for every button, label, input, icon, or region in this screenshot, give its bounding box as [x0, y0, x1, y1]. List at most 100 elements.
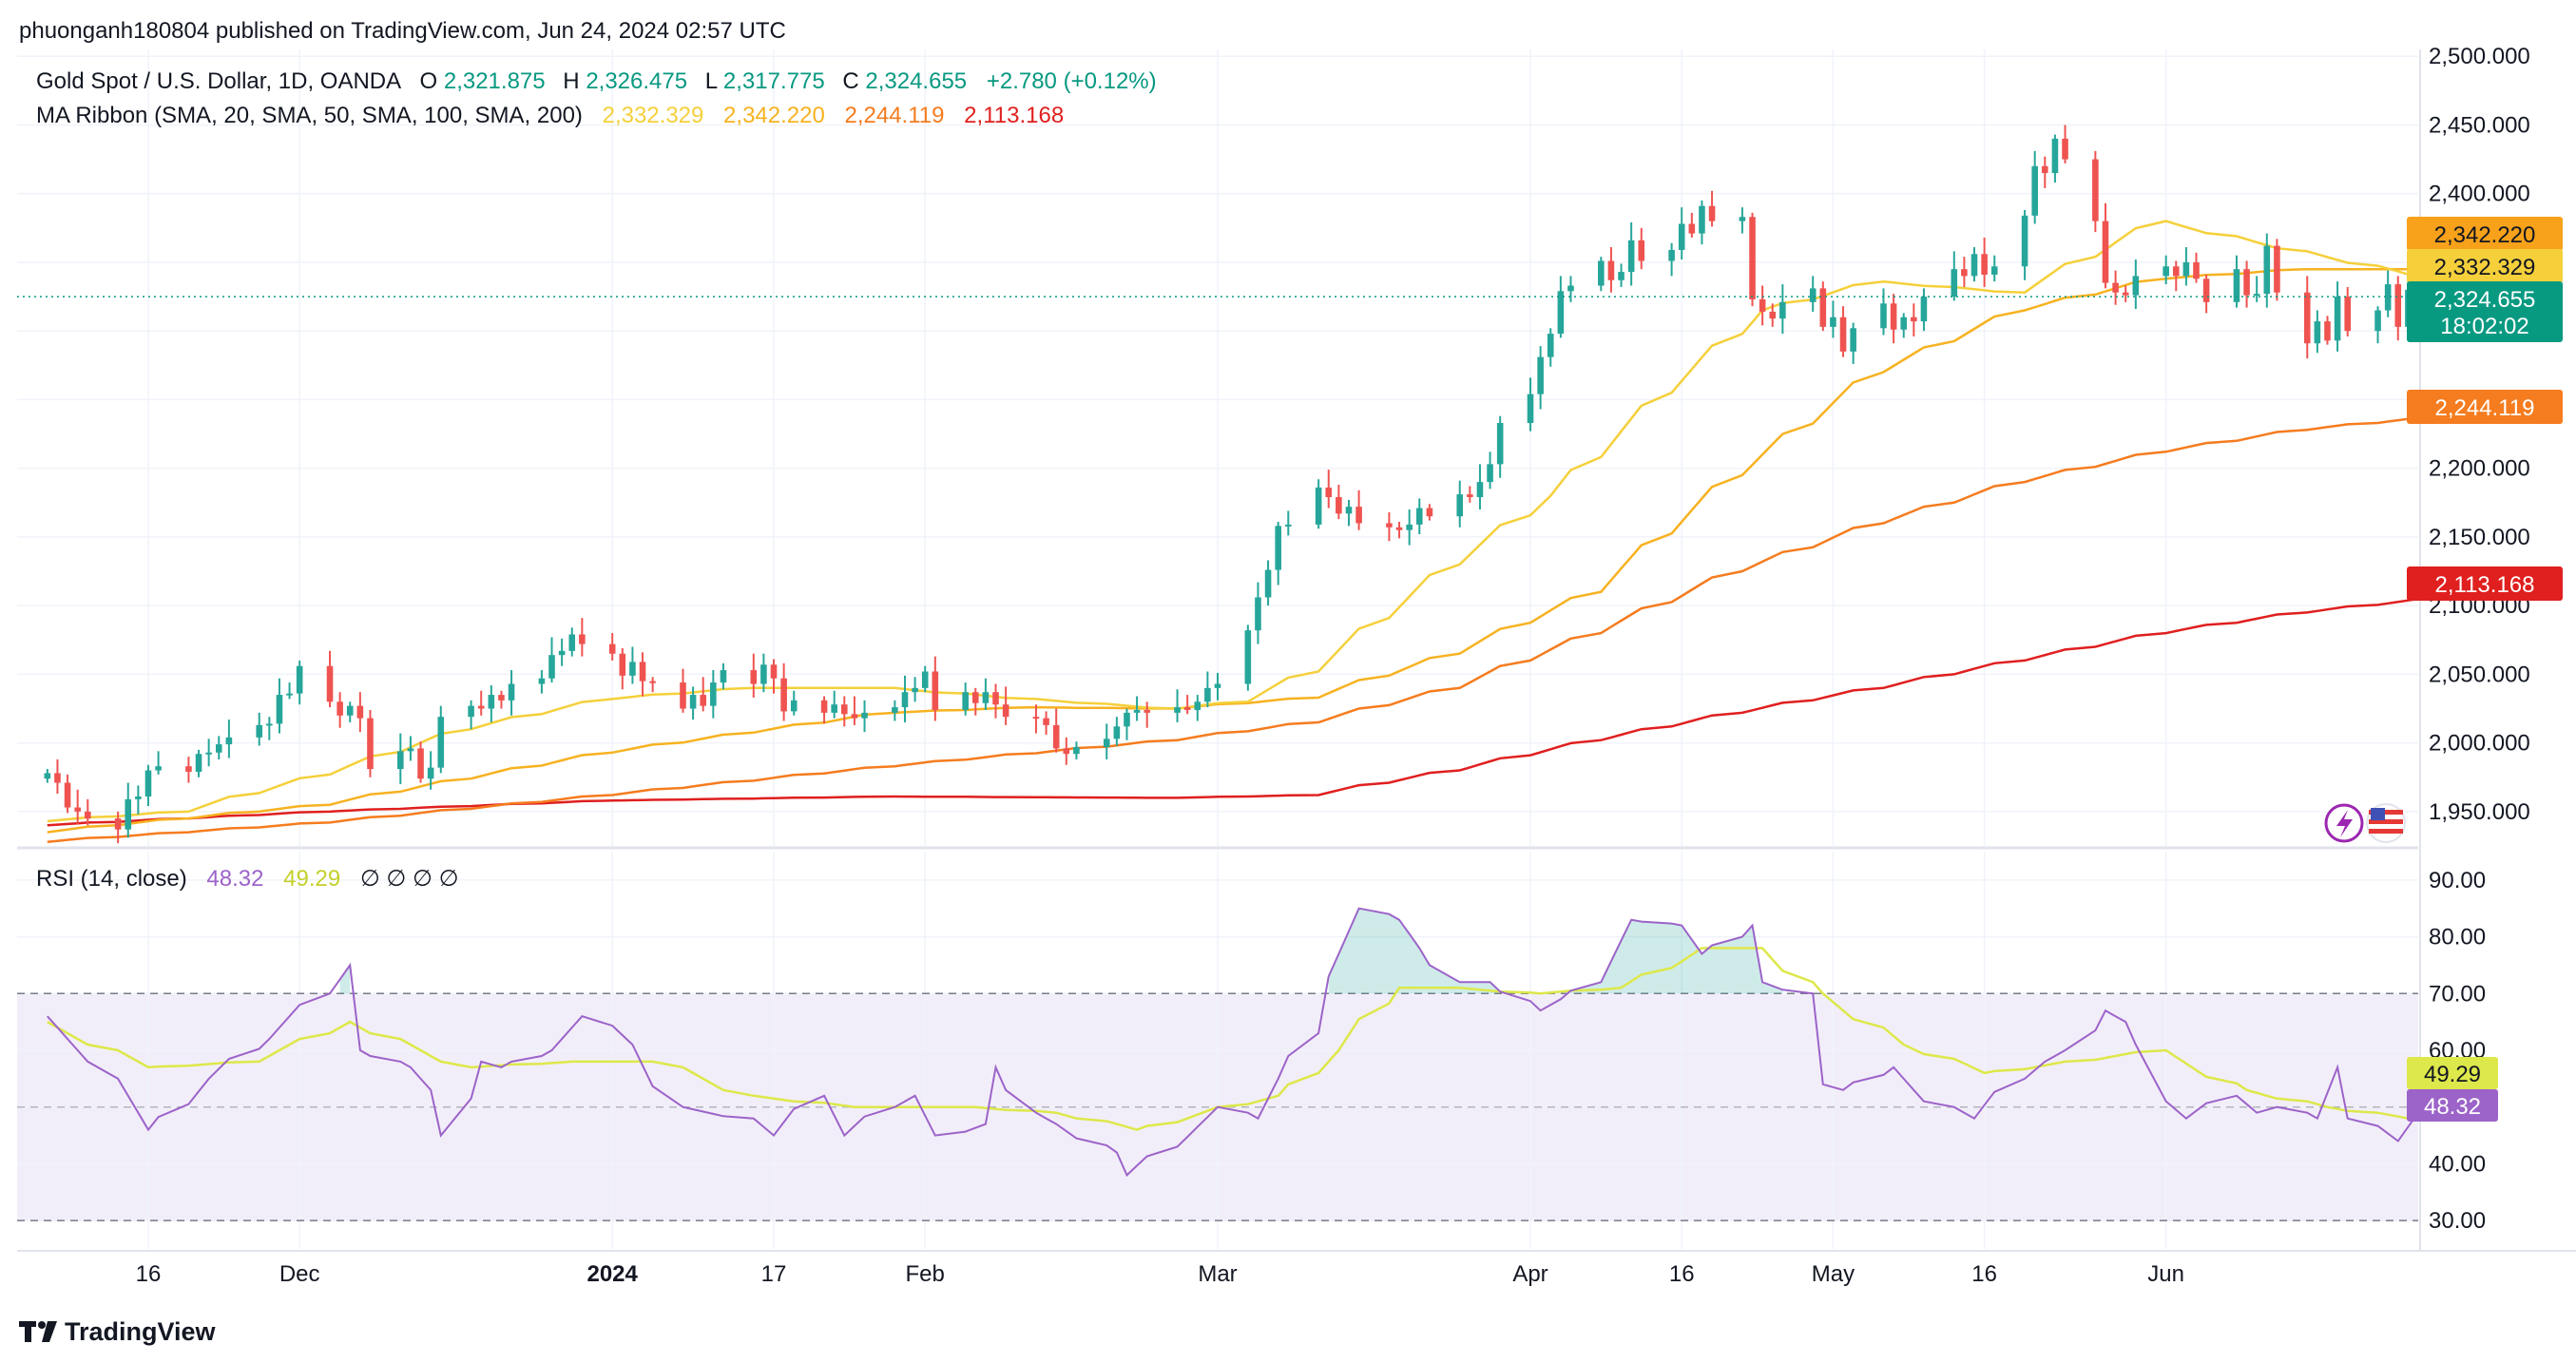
candle	[1527, 377, 1534, 432]
candle	[790, 690, 798, 716]
candle	[2031, 150, 2038, 224]
candle-body	[1759, 298, 1766, 312]
candle	[1911, 303, 1917, 336]
sma50-value: 2,342.220	[723, 103, 825, 128]
candle-body	[2172, 266, 2180, 277]
candle	[710, 670, 717, 719]
candle-body	[962, 692, 969, 710]
price-tick-label: 2,000.000	[2429, 731, 2530, 757]
time-tick-label: 16	[1669, 1261, 1695, 1287]
candle-body	[629, 662, 636, 676]
candle	[1395, 522, 1403, 539]
candle	[861, 700, 868, 733]
candle-body	[2384, 284, 2392, 311]
candle	[397, 733, 404, 784]
lightning-icon[interactable]	[2324, 803, 2364, 843]
candle	[1103, 723, 1110, 759]
candle-body	[427, 767, 434, 779]
candle	[407, 736, 414, 761]
candle	[1819, 281, 1827, 332]
candle	[720, 662, 727, 690]
sma20-value: 2,332.329	[603, 103, 704, 128]
candle-body	[2263, 245, 2271, 295]
candle-body	[2394, 284, 2402, 327]
rsi-tick-label: 80.00	[2429, 925, 2486, 950]
candle-body	[1467, 494, 1473, 498]
candle	[1961, 257, 1968, 287]
candle-body	[1476, 482, 1484, 498]
candle-body	[64, 782, 71, 808]
candle-body	[639, 662, 646, 682]
candle	[1345, 499, 1353, 527]
candle-body	[1900, 317, 1908, 330]
candle	[1415, 498, 1423, 535]
candle	[1557, 276, 1565, 338]
candle-body	[1103, 739, 1110, 747]
tradingview-logo-icon[interactable]	[19, 1321, 57, 1342]
candle	[921, 665, 929, 693]
rsi-tick-label: 40.00	[2429, 1151, 2486, 1177]
candle-body	[477, 705, 485, 709]
price-tick-label: 2,050.000	[2429, 662, 2530, 687]
candle-body	[1688, 223, 1696, 234]
rsi-pane[interactable]	[17, 852, 2480, 1249]
candle	[326, 650, 334, 708]
candle	[85, 798, 91, 826]
candle	[2334, 281, 2341, 352]
candle-body	[1850, 328, 1856, 352]
candle-body	[831, 704, 837, 713]
candle-body	[2042, 165, 2048, 174]
time-tick-label: Jun	[2147, 1261, 2184, 1287]
candle	[1688, 212, 1696, 238]
candle	[336, 692, 343, 728]
candle-body	[2253, 294, 2260, 297]
time-axis[interactable]: 16 Dec 2024 17 Feb Mar Apr 16 May 16 Jun	[136, 1261, 2184, 1287]
sma100-value: 2,244.119	[845, 103, 945, 128]
time-tick-label: Feb	[906, 1261, 945, 1287]
candle-body	[548, 655, 555, 679]
price-pane[interactable]	[17, 49, 2482, 846]
candle	[498, 690, 505, 709]
time-tick-label: 2024	[586, 1261, 638, 1287]
candle	[2051, 134, 2059, 183]
candle-body	[1144, 709, 1150, 713]
ma-ribbon-title[interactable]: MA Ribbon (SMA, 20, SMA, 50, SMA, 100, S…	[36, 103, 583, 128]
candle	[1779, 284, 1786, 335]
candle	[1567, 276, 1574, 302]
candle-body	[538, 678, 546, 684]
candle-body	[720, 670, 727, 683]
candle	[1073, 741, 1080, 759]
candles	[44, 125, 2482, 844]
candle-body	[851, 714, 858, 719]
rsi-title[interactable]: RSI (14, close)	[36, 866, 187, 892]
sma200-line	[47, 591, 2479, 827]
footer-brand[interactable]: TradingView	[65, 1317, 217, 1346]
us-flag-icon[interactable]	[2366, 803, 2406, 843]
candle-body	[2344, 297, 2351, 332]
candle-body	[1920, 297, 1928, 322]
candle	[1668, 242, 1675, 277]
candle	[125, 782, 132, 838]
candle-body	[579, 634, 586, 644]
candle	[971, 687, 979, 716]
rsi-tick-label: 90.00	[2429, 868, 2486, 893]
sma200-value: 2,113.168	[964, 103, 1064, 128]
candle-body	[2182, 261, 2190, 277]
candle-body	[1668, 249, 1675, 261]
candle-body	[144, 770, 152, 797]
candle-body	[1496, 422, 1504, 465]
price-axis[interactable]: 1,950.0002,000.0002,050.0002,100.0002,15…	[2429, 44, 2530, 825]
candle	[1264, 560, 1272, 606]
candle	[689, 686, 697, 720]
candle	[1547, 328, 1554, 367]
candle	[144, 764, 152, 807]
legend-symbol[interactable]: Gold Spot / U.S. Dollar, 1D, OANDA	[36, 68, 401, 94]
candle	[1325, 470, 1333, 509]
candle-body	[760, 664, 767, 684]
candle	[135, 785, 142, 815]
candle-body	[1194, 701, 1201, 710]
candle	[1769, 303, 1777, 327]
sma20-price-text: 2,332.329	[2434, 255, 2536, 280]
